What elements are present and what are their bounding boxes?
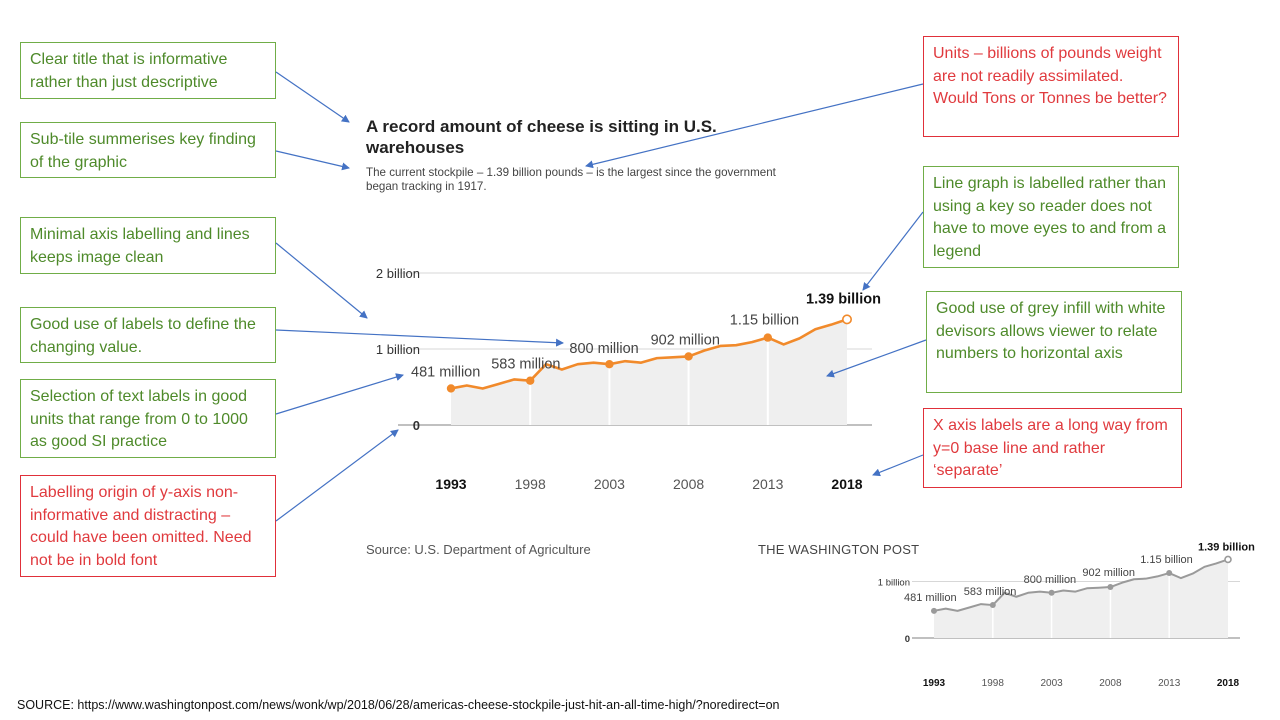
data-point [1107,584,1114,591]
data-label: 800 million [1024,574,1077,586]
data-label: 583 million [491,357,560,373]
source-url: SOURCE: https://www.washingtonpost.com/n… [17,698,780,712]
data-point [841,314,852,325]
annotation-xaxis-box: X axis labels are a long way from y=0 ba… [923,408,1182,488]
x-tick-label: 2008 [673,476,704,492]
x-tick-label: 1993 [435,476,466,492]
arrow-labels [275,329,564,347]
y-tick-label: 0 [905,634,910,645]
x-tick-label: 2018 [1217,678,1240,689]
arrow-origin [275,429,399,522]
graphic-brand: THE WASHINGTON POST [758,542,920,557]
arrow-units [585,83,924,169]
series-line [450,318,848,390]
graphic-source: Source: U.S. Department of Agriculture [366,542,591,557]
data-label: 583 million [964,586,1017,598]
data-point [1224,555,1232,564]
data-label: 800 million [569,341,638,357]
x-tick-label: 2018 [831,476,862,492]
data-point [989,602,996,609]
data-point [763,333,772,342]
data-label: 1.15 billion [1140,554,1193,566]
data-label: 902 million [651,332,720,348]
data-point [605,360,614,369]
y-tick-label: 1 billion [878,578,910,589]
annotation-title-box: Clear title that is informative rather t… [20,42,276,99]
data-point [1166,570,1173,577]
x-tick-label: 1998 [515,476,546,492]
arrow-xaxis [872,454,924,477]
graphic-title: A record amount of cheese is sitting in … [366,117,717,157]
x-tick-label: 2003 [594,476,625,492]
arrow-axis [275,242,368,319]
annotation-infill-box: Good use of grey infill with white devis… [926,291,1182,393]
data-label: 902 million [1082,567,1135,579]
data-label: 481 million [411,364,480,380]
annotation-key-box: Line graph is labelled rather than using… [923,166,1179,268]
x-tick-label: 2003 [1040,678,1063,689]
data-point [684,352,693,361]
x-tick-label: 2013 [752,476,783,492]
graphic-subtitle: The current stockpile – 1.39 billion pou… [366,166,776,193]
x-tick-label: 2008 [1099,678,1122,689]
data-label: 481 million [904,592,957,604]
series-line [933,558,1229,612]
data-label: 1.15 billion [730,313,799,329]
annotation-labels-box: Good use of labels to define the changin… [20,307,276,363]
annotation-subtitle-box: Sub-tile summerises key finding of the g… [20,122,276,178]
area-fill [451,319,847,425]
data-point [931,607,937,614]
data-label: 1.39 billion [806,291,881,307]
mini-chart: 481 million 583 million 800 million 902 mil… [878,541,1255,689]
data-label: 1.39 billion [1198,541,1255,553]
annotation-axis-box: Minimal axis labelling and lines keeps i… [20,217,276,274]
data-point [446,384,456,393]
area-fill [934,559,1228,638]
x-tick-label: 1993 [923,678,946,689]
annotation-origin-box: Labelling origin of y-axis non-informati… [20,475,276,577]
arrow-subtitle [275,150,350,171]
x-tick-label: 1998 [982,678,1005,689]
x-tick-label: 2013 [1158,678,1181,689]
y-tick-label: 0 [413,418,420,433]
main-chart: 481 million 583 million 800 million 902 mil… [376,266,881,492]
annotation-units-si-box: Selection of text labels in good units t… [20,379,276,458]
annotation-arrows [275,71,927,522]
data-point [526,376,535,385]
data-point [1048,589,1055,596]
arrow-units-si [275,373,404,415]
y-tick-label: 2 billion [376,266,420,281]
arrow-title [275,71,350,123]
arrow-infill [826,339,927,378]
annotation-units-box: Units – billions of pounds weight are no… [923,36,1179,137]
y-tick-label: 1 billion [376,342,420,357]
arrow-key [862,211,924,291]
